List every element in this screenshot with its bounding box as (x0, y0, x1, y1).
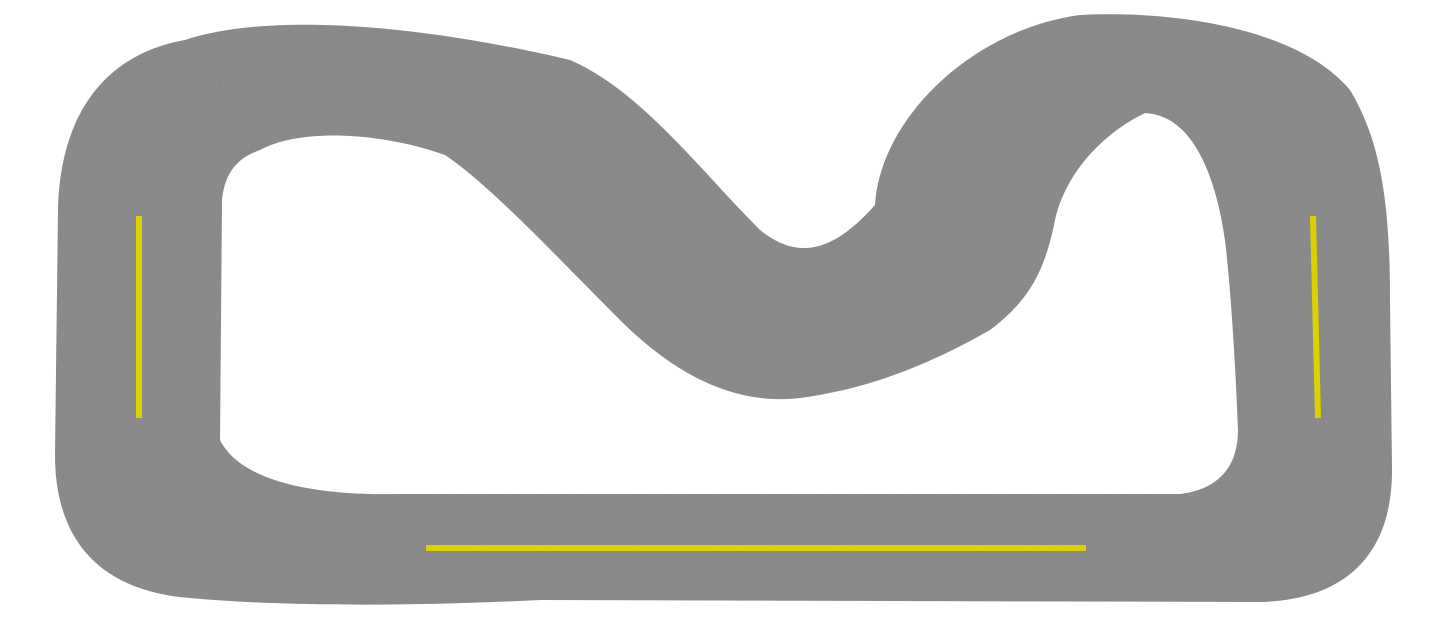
lane-marker-right (1310, 215, 1321, 419)
track-surface (55, 14, 1392, 605)
